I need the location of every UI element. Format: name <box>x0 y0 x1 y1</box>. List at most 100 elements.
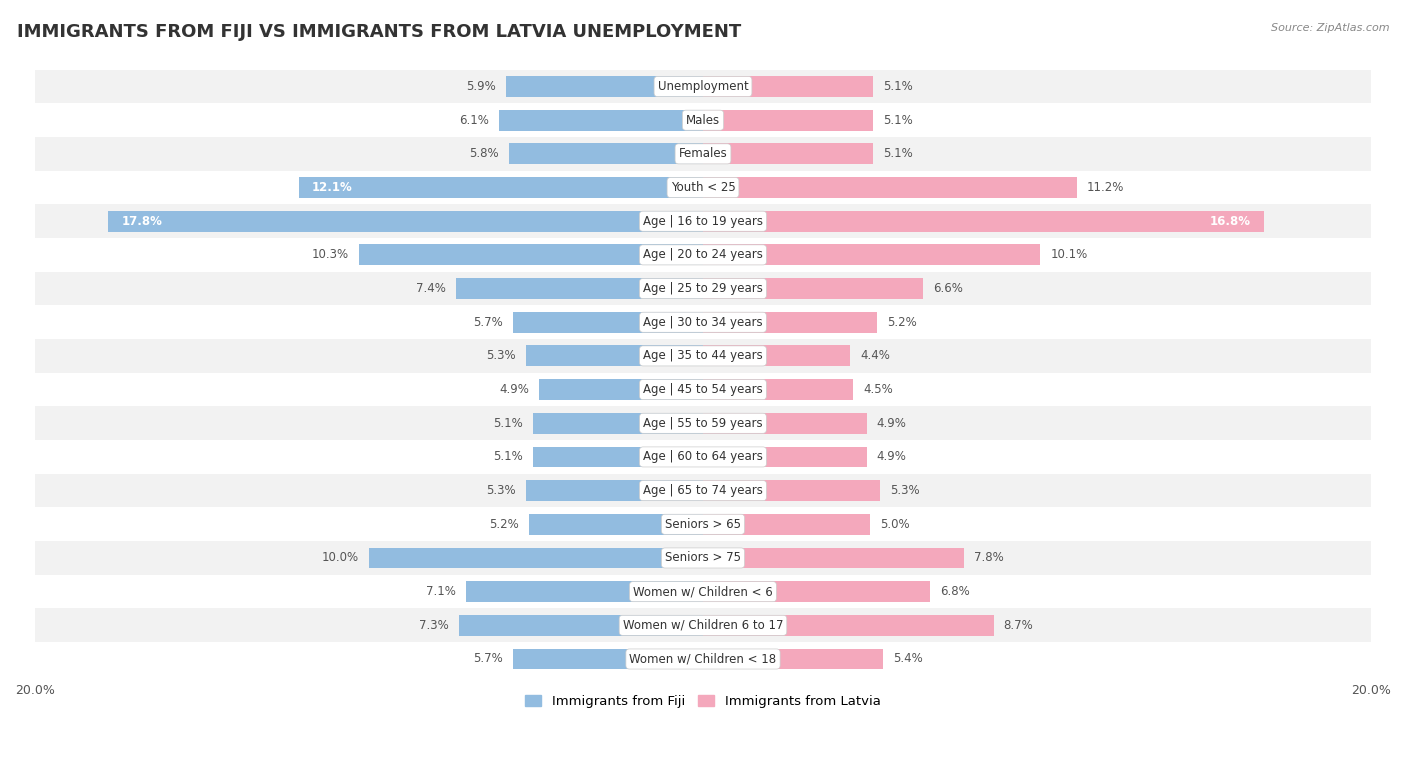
Text: 5.1%: 5.1% <box>494 450 523 463</box>
Bar <box>533 447 703 467</box>
Text: 5.3%: 5.3% <box>486 484 516 497</box>
Bar <box>35 104 1371 137</box>
Text: Source: ZipAtlas.com: Source: ZipAtlas.com <box>1271 23 1389 33</box>
Text: 4.9%: 4.9% <box>499 383 529 396</box>
Bar <box>35 272 1371 305</box>
Text: 7.3%: 7.3% <box>419 618 449 632</box>
Bar <box>703 278 924 299</box>
Bar <box>533 413 703 434</box>
Text: 10.0%: 10.0% <box>322 551 359 565</box>
Text: 5.1%: 5.1% <box>883 148 912 160</box>
Bar <box>35 70 1371 104</box>
Text: Age | 65 to 74 years: Age | 65 to 74 years <box>643 484 763 497</box>
Text: 5.7%: 5.7% <box>472 316 502 329</box>
Text: 10.3%: 10.3% <box>312 248 349 261</box>
Bar <box>35 575 1371 609</box>
Bar <box>703 480 880 501</box>
Text: Age | 45 to 54 years: Age | 45 to 54 years <box>643 383 763 396</box>
Text: Unemployment: Unemployment <box>658 80 748 93</box>
Text: Youth < 25: Youth < 25 <box>671 181 735 194</box>
Bar <box>35 440 1371 474</box>
Text: 5.2%: 5.2% <box>887 316 917 329</box>
Text: 7.8%: 7.8% <box>973 551 1004 565</box>
Bar <box>35 474 1371 507</box>
Bar <box>703 581 931 602</box>
Bar <box>35 642 1371 676</box>
Text: 5.1%: 5.1% <box>494 417 523 430</box>
Bar <box>513 312 703 332</box>
Text: 6.1%: 6.1% <box>460 114 489 126</box>
Bar <box>368 547 703 569</box>
Bar <box>703 547 963 569</box>
Text: Women w/ Children 6 to 17: Women w/ Children 6 to 17 <box>623 618 783 632</box>
Bar <box>506 76 703 97</box>
Text: 6.8%: 6.8% <box>941 585 970 598</box>
Text: Age | 55 to 59 years: Age | 55 to 59 years <box>643 417 763 430</box>
Text: Women w/ Children < 18: Women w/ Children < 18 <box>630 653 776 665</box>
Bar <box>703 649 883 669</box>
Bar <box>703 413 866 434</box>
Text: 17.8%: 17.8% <box>122 215 163 228</box>
Bar <box>35 238 1371 272</box>
Text: 4.9%: 4.9% <box>877 450 907 463</box>
Bar <box>703 379 853 400</box>
Text: Age | 20 to 24 years: Age | 20 to 24 years <box>643 248 763 261</box>
Text: IMMIGRANTS FROM FIJI VS IMMIGRANTS FROM LATVIA UNEMPLOYMENT: IMMIGRANTS FROM FIJI VS IMMIGRANTS FROM … <box>17 23 741 41</box>
Bar <box>526 480 703 501</box>
Text: 8.7%: 8.7% <box>1004 618 1033 632</box>
Bar <box>460 615 703 636</box>
Text: 5.0%: 5.0% <box>880 518 910 531</box>
Bar <box>703 76 873 97</box>
Bar <box>359 245 703 265</box>
Bar <box>35 609 1371 642</box>
Text: Age | 16 to 19 years: Age | 16 to 19 years <box>643 215 763 228</box>
Text: 5.4%: 5.4% <box>893 653 924 665</box>
Text: 4.9%: 4.9% <box>877 417 907 430</box>
Text: Seniors > 75: Seniors > 75 <box>665 551 741 565</box>
Text: 10.1%: 10.1% <box>1050 248 1088 261</box>
Text: 5.8%: 5.8% <box>470 148 499 160</box>
Text: Seniors > 65: Seniors > 65 <box>665 518 741 531</box>
Text: Males: Males <box>686 114 720 126</box>
Text: 5.2%: 5.2% <box>489 518 519 531</box>
Text: 5.1%: 5.1% <box>883 80 912 93</box>
Text: 7.1%: 7.1% <box>426 585 456 598</box>
Text: 4.4%: 4.4% <box>860 350 890 363</box>
Bar <box>703 345 851 366</box>
Bar <box>703 447 866 467</box>
Bar <box>35 507 1371 541</box>
Bar <box>35 541 1371 575</box>
Bar <box>35 339 1371 372</box>
Text: 5.3%: 5.3% <box>486 350 516 363</box>
Bar <box>108 210 703 232</box>
Text: 5.9%: 5.9% <box>467 80 496 93</box>
Text: 5.3%: 5.3% <box>890 484 920 497</box>
Text: Females: Females <box>679 148 727 160</box>
Bar <box>35 170 1371 204</box>
Text: 16.8%: 16.8% <box>1209 215 1251 228</box>
Text: 12.1%: 12.1% <box>312 181 353 194</box>
Bar <box>703 312 877 332</box>
Text: 7.4%: 7.4% <box>416 282 446 295</box>
Bar <box>540 379 703 400</box>
Bar <box>35 137 1371 170</box>
Bar <box>299 177 703 198</box>
Bar <box>703 514 870 534</box>
Bar <box>456 278 703 299</box>
Bar <box>703 177 1077 198</box>
Bar <box>35 305 1371 339</box>
Text: Age | 35 to 44 years: Age | 35 to 44 years <box>643 350 763 363</box>
Bar <box>465 581 703 602</box>
Text: Age | 25 to 29 years: Age | 25 to 29 years <box>643 282 763 295</box>
Bar <box>499 110 703 131</box>
Bar <box>35 204 1371 238</box>
Legend: Immigrants from Fiji, Immigrants from Latvia: Immigrants from Fiji, Immigrants from La… <box>520 690 886 714</box>
Text: 6.6%: 6.6% <box>934 282 963 295</box>
Text: Women w/ Children < 6: Women w/ Children < 6 <box>633 585 773 598</box>
Bar <box>513 649 703 669</box>
Bar <box>529 514 703 534</box>
Text: 5.1%: 5.1% <box>883 114 912 126</box>
Text: 5.7%: 5.7% <box>472 653 502 665</box>
Bar <box>703 245 1040 265</box>
Text: Age | 60 to 64 years: Age | 60 to 64 years <box>643 450 763 463</box>
